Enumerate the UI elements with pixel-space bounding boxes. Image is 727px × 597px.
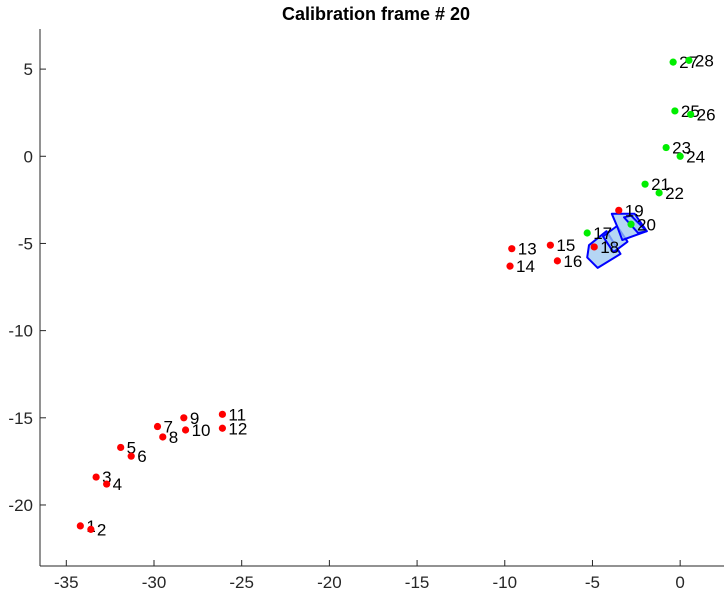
y-tick-label: 0 xyxy=(24,147,33,166)
point-label-20: 20 xyxy=(637,215,656,234)
marker-point-27 xyxy=(669,58,677,66)
point-label-28: 28 xyxy=(695,51,714,70)
chart-title: Calibration frame # 20 xyxy=(282,4,470,24)
marker-point-24 xyxy=(676,152,684,160)
marker-point-14 xyxy=(506,262,514,270)
marker-point-5 xyxy=(117,443,125,452)
point-label-26: 26 xyxy=(697,105,716,124)
marker-point-15 xyxy=(546,241,554,249)
y-tick-label: -10 xyxy=(8,322,33,341)
marker-point-19 xyxy=(615,206,623,214)
marker-point-9 xyxy=(180,414,188,422)
data-points: 1234567891011121314151617181920212223242… xyxy=(76,51,716,539)
point-label-3: 3 xyxy=(102,468,111,487)
point-label-12: 12 xyxy=(228,419,247,438)
point-label-6: 6 xyxy=(137,447,146,466)
point-label-4: 4 xyxy=(113,475,122,494)
marker-point-2 xyxy=(87,525,95,533)
x-tick-label: -30 xyxy=(142,573,167,592)
marker-point-28 xyxy=(685,56,693,64)
point-label-14: 14 xyxy=(516,257,535,276)
x-tick-label: -15 xyxy=(405,573,430,592)
x-tick-label: -5 xyxy=(585,573,600,592)
marker-point-13 xyxy=(508,245,516,253)
marker-point-12 xyxy=(218,424,226,432)
camera-face-1 xyxy=(586,230,622,269)
marker-point-4 xyxy=(103,480,111,488)
point-label-2: 2 xyxy=(97,520,106,539)
y-tick-label: -15 xyxy=(8,409,33,428)
x-tick-label: -20 xyxy=(317,573,342,592)
marker-point-21 xyxy=(641,180,649,188)
point-label-19: 19 xyxy=(625,201,644,220)
point-label-9: 9 xyxy=(190,409,199,428)
y-tick-label: -5 xyxy=(18,234,33,253)
point-label-15: 15 xyxy=(556,236,575,255)
point-label-10: 10 xyxy=(192,421,211,440)
x-tick-label: 0 xyxy=(675,573,684,592)
marker-point-22 xyxy=(655,189,663,197)
point-label-7: 7 xyxy=(164,418,173,437)
marker-point-26 xyxy=(687,110,695,119)
point-label-11: 11 xyxy=(228,405,246,424)
marker-point-7 xyxy=(153,422,162,431)
marker-point-16 xyxy=(553,257,561,265)
point-label-18: 18 xyxy=(600,238,619,257)
point-label-13: 13 xyxy=(518,240,537,259)
marker-point-11 xyxy=(218,410,226,418)
marker-point-8 xyxy=(159,433,167,441)
x-tick-label: -25 xyxy=(229,573,254,592)
marker-point-20 xyxy=(627,220,635,228)
point-label-21: 21 xyxy=(651,175,670,194)
x-tick-label: -10 xyxy=(492,573,517,592)
marker-point-18 xyxy=(590,243,598,251)
marker-point-25 xyxy=(671,107,679,115)
marker-point-1 xyxy=(76,522,84,530)
marker-point-10 xyxy=(181,426,190,434)
point-label-16: 16 xyxy=(563,252,582,271)
plot-axes: -35 -30 -25 -20 -15 -10 -5 0 -20 -15 -10 -5 0 5 xyxy=(8,29,724,592)
point-label-23: 23 xyxy=(672,139,691,158)
point-label-5: 5 xyxy=(127,438,136,457)
y-tick-label: 5 xyxy=(24,60,33,79)
marker-point-17 xyxy=(583,229,591,237)
x-tick-label: -35 xyxy=(54,573,79,592)
marker-point-6 xyxy=(127,452,135,460)
y-tick-label: -20 xyxy=(8,496,33,515)
marker-point-23 xyxy=(662,143,670,152)
point-label-22: 22 xyxy=(665,184,684,203)
marker-point-3 xyxy=(92,473,100,481)
point-label-24: 24 xyxy=(686,147,705,166)
point-label-8: 8 xyxy=(169,428,178,447)
point-label-17: 17 xyxy=(593,224,612,243)
